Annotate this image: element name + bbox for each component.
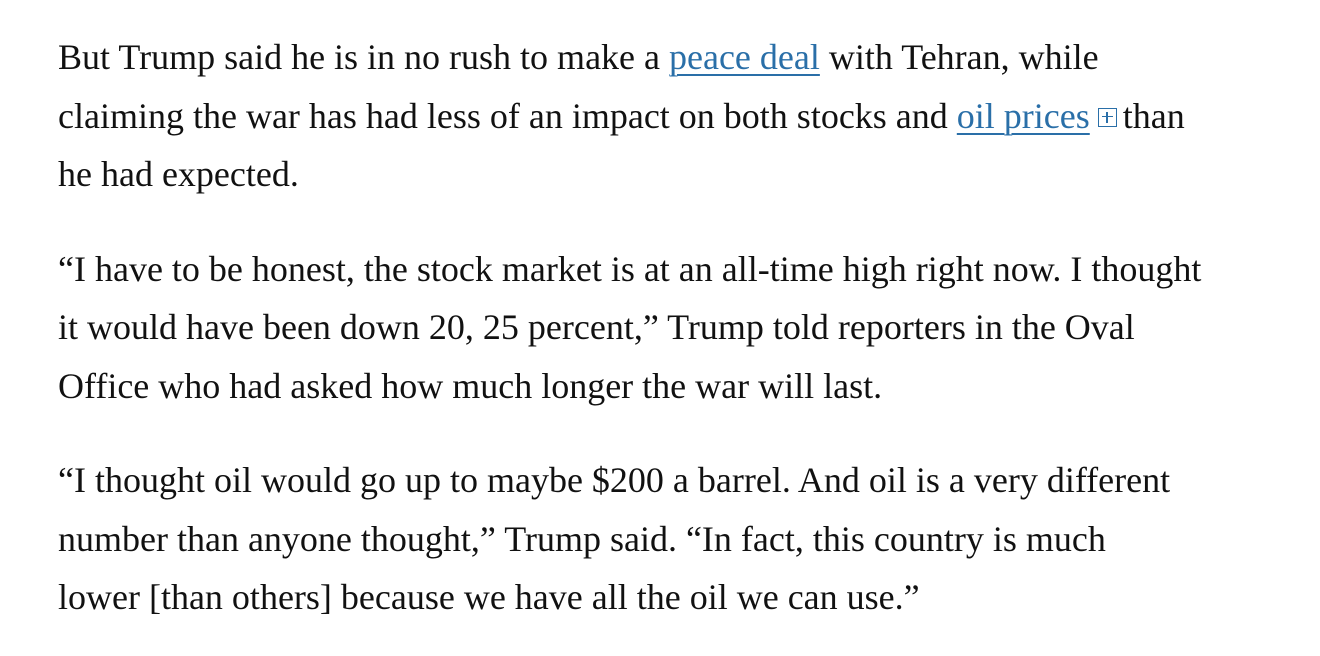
text-segment: But Trump said he is in no rush to make …: [58, 37, 669, 77]
oil-prices-link[interactable]: oil prices: [956, 95, 1090, 136]
paragraph-1: But Trump said he is in no rush to make …: [58, 28, 1290, 204]
paragraph-3-line-1: “I thought oil would go up to maybe $200…: [58, 460, 1171, 500]
paragraph-2-line-2: it would have been down 20, 25 percent,”…: [58, 307, 1135, 347]
text-segment: with Tehran, while: [819, 37, 1099, 77]
paragraph-3-line-3: lower [than others] because we have all …: [58, 577, 920, 617]
peace-deal-link[interactable]: peace deal: [669, 37, 820, 77]
text-segment: than: [1122, 95, 1185, 136]
paragraph-1-line-2: claiming the war has had less of an impa…: [58, 87, 1290, 146]
paragraph-1-line-1: But Trump said he is in no rush to make …: [58, 28, 1290, 87]
paragraph-3-line-2: number than anyone thought,” Trump said.…: [58, 518, 1106, 559]
text-segment: claiming the war has had less of an impa…: [58, 95, 957, 136]
paragraph-2-line-3: Office who had asked how much longer the…: [58, 365, 883, 406]
paragraph-3: “I thought oil would go up to maybe $200…: [58, 451, 1290, 627]
paragraph-1-line-3: he had expected.: [58, 154, 299, 194]
plus-box-icon[interactable]: [1097, 107, 1117, 127]
paragraph-2: “I have to be honest, the stock market i…: [58, 240, 1290, 416]
paragraph-2-line-1: “I have to be honest, the stock market i…: [58, 248, 1202, 289]
article-body: But Trump said he is in no rush to make …: [58, 28, 1290, 627]
